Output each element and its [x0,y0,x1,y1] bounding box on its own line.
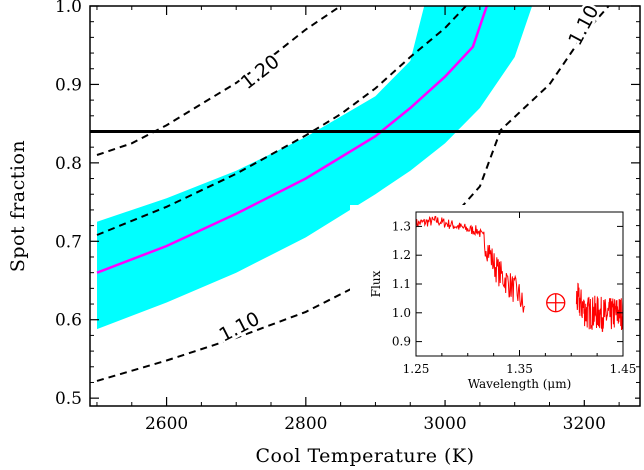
inset-y-tick-label: 1.3 [392,219,411,233]
y-tick-label: 0.9 [55,75,82,95]
y-tick-label: 1.0 [55,0,82,17]
y-tick-label: 0.5 [55,389,82,409]
y-axis-title: Spot fraction [7,140,29,272]
inset-y-tick-label: 0.9 [392,335,411,349]
inset-x-axis-title: Wavelength (μm) [468,377,572,391]
inset-x-tick-label: 1.25 [403,362,430,376]
inset-y-axis-title: Flux [369,270,383,297]
inset-x-tick-label: 1.45 [610,362,637,376]
plot-frame [89,5,641,407]
contour-line-2 [96,6,467,236]
best-fit-line [96,6,488,274]
x-tick-label: 2800 [284,414,327,434]
contour-line-1 [96,6,342,156]
x-tick-label: 2600 [145,414,188,434]
contour-label-3: 1.10 [564,2,603,50]
inset-x-tick-label: 1.35 [506,362,533,376]
uncertainty-band [97,6,533,330]
x-axis-title: Cool Temperature (K) [255,445,474,467]
y-tick-label: 0.8 [55,154,82,174]
contour-label-1: 1.20 [237,51,284,94]
spectrum-segment-1 [416,215,526,313]
x-tick-label: 3000 [423,414,466,434]
spectrum-segment-2 [575,282,623,332]
inset-y-tick-label: 1.2 [392,248,411,262]
inset-y-tick-label: 1.0 [392,306,411,320]
contour-label-2: 1.10 [216,308,264,347]
y-tick-label: 0.7 [55,232,82,252]
inset-y-tick-label: 1.1 [392,277,411,291]
x-tick-label: 3200 [563,414,606,434]
y-tick-label: 0.6 [55,311,82,331]
inset-data [416,215,623,332]
